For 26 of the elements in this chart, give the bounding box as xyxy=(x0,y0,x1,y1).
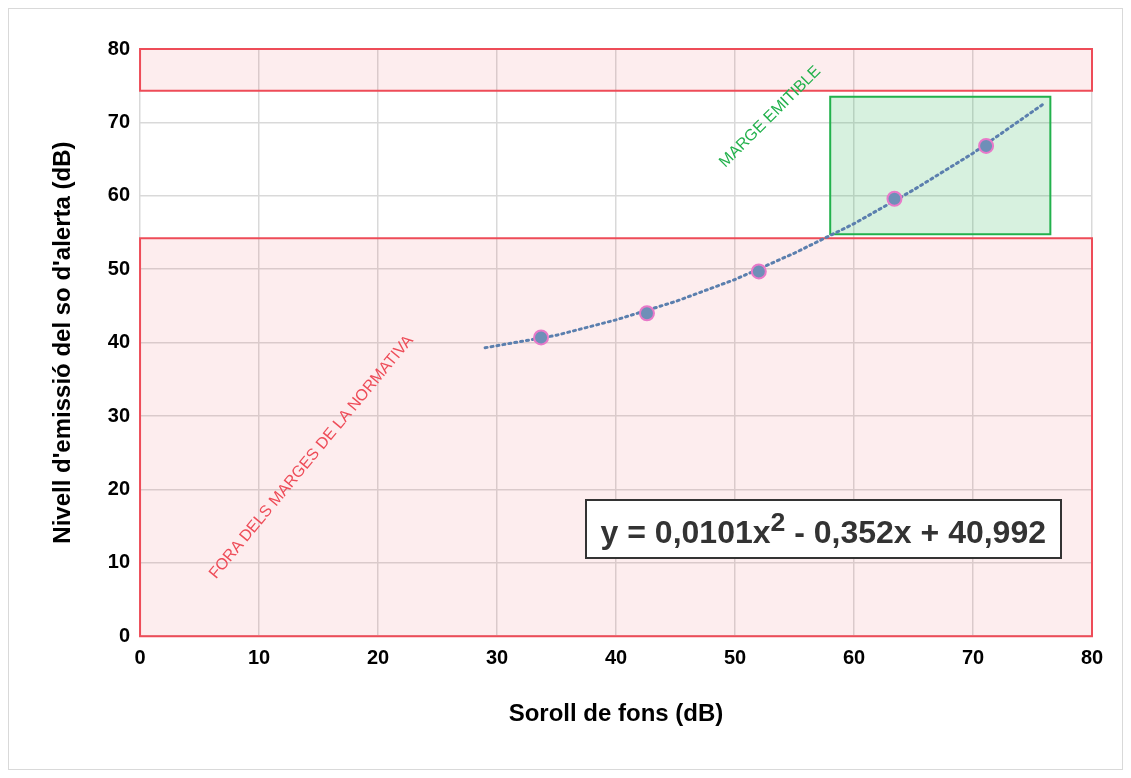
y-tick-label: 20 xyxy=(107,476,131,499)
point xyxy=(978,137,995,154)
y-tick-label: 70 xyxy=(107,109,131,132)
x-tick-label: 60 xyxy=(842,645,866,668)
y-tick-label: 0 xyxy=(118,623,131,646)
point xyxy=(886,190,903,207)
x-tick-label: 30 xyxy=(485,645,509,668)
y-tick-label: 80 xyxy=(107,36,131,59)
y-tick-label: 30 xyxy=(107,403,131,426)
point xyxy=(750,263,767,280)
x-tick-label: 50 xyxy=(723,645,747,668)
annotation: y = 0,0101x$^{2}$ - 0,352x + 40,992 xyxy=(584,499,1062,559)
x-tick-label: 40 xyxy=(604,645,628,668)
y-tick-label: 60 xyxy=(107,183,131,206)
x-tick-label: 10 xyxy=(247,645,271,668)
y-tick-label: 50 xyxy=(107,256,131,279)
x-tick-label: 20 xyxy=(366,645,390,668)
y-axis-title: Nivell d'emissió del so d'alerta (dB) xyxy=(48,141,76,544)
x-axis-title: Soroll de fons (dB) xyxy=(508,699,724,727)
point xyxy=(533,329,550,346)
point xyxy=(638,305,655,322)
x-tick-label: 70 xyxy=(961,645,985,668)
y-tick-label: 10 xyxy=(107,550,131,573)
x-tick-label: 0 xyxy=(134,645,146,668)
y-tick-label: 40 xyxy=(107,330,131,353)
x-tick-label: 80 xyxy=(1080,645,1104,668)
